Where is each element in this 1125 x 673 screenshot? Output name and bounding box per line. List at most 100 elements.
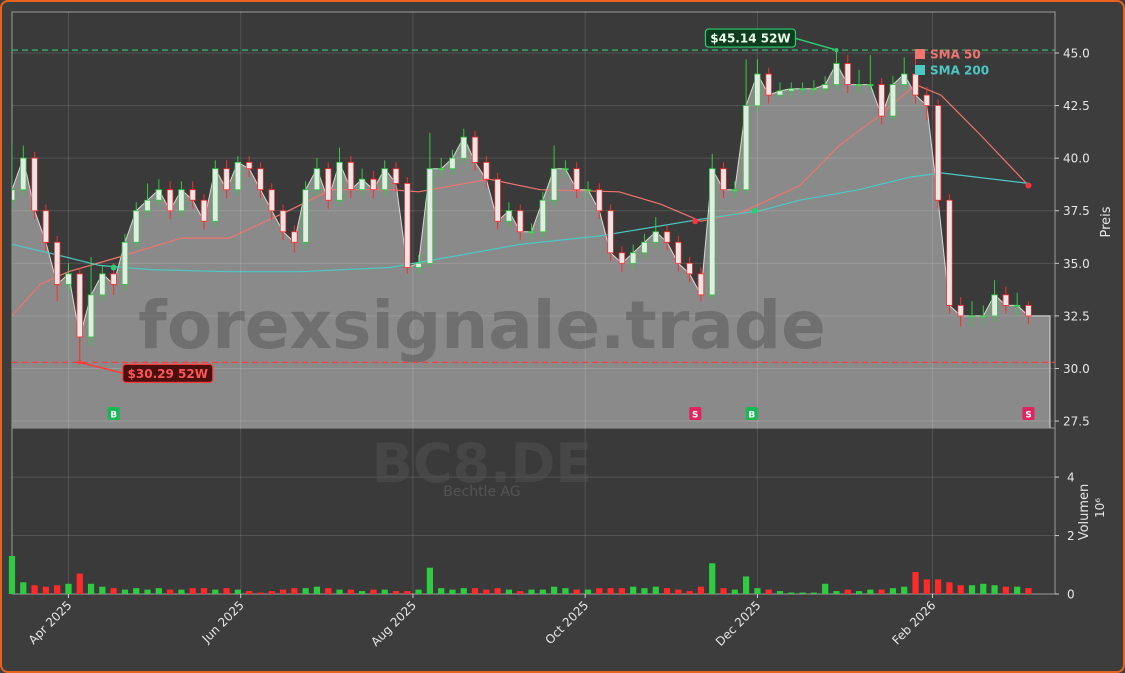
volume-bar [121, 589, 129, 594]
candle-body [155, 189, 163, 201]
volume-bar [697, 586, 705, 594]
candle-body [663, 231, 671, 243]
legend-label: SMA 200 [930, 64, 989, 78]
candle-body [200, 199, 208, 222]
volume-bar [720, 588, 727, 594]
volume-bar [1002, 586, 1009, 594]
candle-body [483, 161, 490, 180]
volume-bar [438, 588, 445, 594]
candle-body [878, 84, 885, 117]
price-area [12, 63, 1050, 428]
volume-bar [279, 589, 287, 594]
candle-body [573, 168, 580, 191]
legend-swatch [915, 65, 925, 75]
volume-bar [87, 583, 95, 594]
volume-bar [257, 592, 264, 594]
volume-bar [855, 591, 863, 594]
volume-bar [618, 588, 625, 594]
candle-body [562, 168, 569, 171]
candle-body [980, 315, 987, 318]
volume-bar [630, 586, 637, 594]
volume-bar [923, 579, 930, 594]
candle-body [65, 273, 72, 285]
y-tick-label: 37.5 [1063, 204, 1090, 218]
volume-bar [822, 583, 829, 594]
candle-body [754, 73, 761, 106]
candle-body [607, 210, 614, 254]
candle-body [765, 73, 772, 96]
volume-bar [200, 588, 208, 594]
volume-bar [517, 591, 524, 594]
candle-body [934, 105, 942, 201]
candle-body [313, 168, 321, 191]
volume-bar [788, 592, 795, 594]
candle-body [370, 178, 377, 191]
sma-line [12, 172, 1029, 273]
volume-bar [551, 586, 558, 594]
y-tick-label: 40.0 [1063, 152, 1090, 166]
candle-body [788, 88, 795, 92]
volume-bar [20, 582, 27, 594]
y-tick-label: 45.0 [1063, 47, 1090, 61]
volume-bar [935, 579, 942, 594]
volume-bar [652, 586, 659, 594]
annotation-arrow-head [834, 48, 839, 53]
volume-bar [833, 591, 840, 594]
y-tick-label: 32.5 [1063, 309, 1090, 323]
candle-body [223, 168, 230, 191]
legend-swatch [915, 49, 925, 59]
annotation-text: $30.29 52W [128, 367, 208, 381]
volume-bar [1014, 586, 1021, 594]
volume-bar [573, 589, 580, 594]
candle-body [833, 63, 840, 85]
volume-bar [212, 589, 219, 594]
volume-bar [844, 589, 851, 594]
volume-bar [957, 585, 964, 594]
candle-body [709, 168, 716, 296]
volume-bar [743, 576, 750, 594]
annotation-box [704, 28, 797, 48]
candle-body [810, 88, 818, 91]
volume-bar [1025, 588, 1032, 594]
volume-bar [980, 583, 987, 594]
candle-body [494, 178, 501, 222]
candle-body [912, 73, 919, 96]
volume-bar [946, 582, 953, 594]
sma-cross [1025, 182, 1032, 189]
volume-bar [810, 592, 817, 594]
candle-body [212, 168, 219, 222]
volume-bar [968, 585, 976, 594]
signal-label: S [1025, 411, 1031, 421]
y-tick-label: 2 [1067, 529, 1075, 543]
candle-body [302, 189, 309, 243]
signal-label: S [692, 411, 698, 421]
volume-bar [731, 589, 738, 594]
candle-body [268, 189, 275, 212]
volume-bar [991, 585, 998, 594]
volume-bar [607, 588, 614, 594]
annotation-text: $45.14 52W [710, 32, 790, 46]
volume-bar [562, 588, 569, 594]
candle-body [110, 273, 117, 285]
volume-bar [641, 588, 648, 594]
candle-body [392, 168, 400, 184]
volume-bar [415, 589, 422, 594]
candle-body [31, 157, 38, 212]
candle-body [991, 294, 998, 317]
candle-body [426, 168, 434, 264]
candle-body [189, 189, 196, 201]
candle-body [1025, 304, 1032, 317]
candle-body [923, 94, 931, 106]
volume-bar [539, 589, 546, 594]
volume-bar [302, 588, 309, 594]
candle-body [550, 168, 558, 201]
candle-body [675, 241, 682, 264]
volume-bar [686, 591, 693, 594]
candle-body [460, 136, 467, 159]
volume-bar [404, 591, 411, 594]
volume-bar [901, 586, 908, 594]
volume-bar [223, 588, 230, 594]
signal-label: B [110, 411, 117, 421]
candle-body [166, 189, 174, 212]
y-tick-label: 4 [1067, 471, 1075, 485]
